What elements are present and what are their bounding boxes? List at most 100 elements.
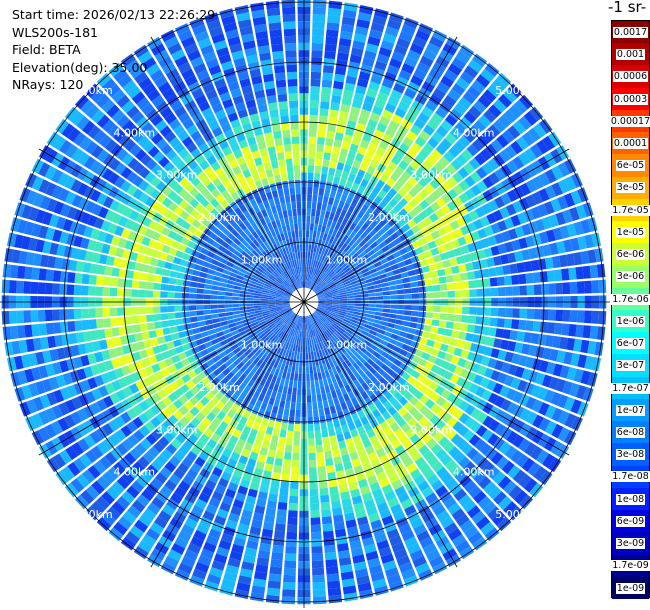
ray-gate	[248, 233, 256, 242]
ray-gate	[363, 361, 372, 370]
ray-gate	[413, 182, 424, 193]
ray-gate	[237, 19, 252, 29]
ray-gate	[352, 159, 362, 169]
ray-gate	[376, 53, 390, 65]
ray-gate	[305, 316, 307, 324]
ray-gate	[28, 207, 39, 222]
ray-gate	[475, 425, 488, 438]
ray-gate	[170, 492, 183, 505]
ray-gate	[331, 205, 338, 214]
ray-gate	[68, 333, 78, 345]
ray-gate	[211, 338, 220, 345]
ray-gate	[134, 360, 145, 371]
ray-gate	[83, 434, 96, 448]
ray-gate	[312, 194, 318, 202]
ray-gate	[322, 523, 334, 532]
ray-gate	[162, 87, 176, 100]
ray-gate	[179, 177, 190, 188]
ray-gate	[535, 218, 546, 232]
ray-gate	[161, 320, 170, 328]
ray-gate	[498, 475, 512, 490]
ray-gate	[215, 381, 225, 391]
ray-gate	[436, 510, 450, 523]
ray-gate	[204, 314, 212, 320]
ray-gate	[91, 445, 104, 459]
ray-gate	[312, 321, 317, 329]
ray-gate	[217, 335, 226, 342]
ray-gate	[397, 376, 407, 386]
ray-gate	[210, 432, 221, 443]
ray-gate	[236, 323, 244, 330]
ray-gate	[258, 278, 266, 284]
ray-gate	[225, 399, 235, 409]
ray-gate	[276, 293, 284, 297]
ray-gate	[384, 567, 399, 578]
ray-gate	[293, 215, 298, 224]
ray-gate	[239, 391, 248, 400]
ray-gate	[349, 373, 357, 382]
ray-gate	[477, 228, 487, 239]
ray-gate	[393, 273, 402, 280]
ray-gate	[500, 398, 512, 412]
ray-gate	[196, 305, 204, 310]
ray-gate	[225, 380, 234, 390]
ray-gate	[429, 36, 444, 49]
ray-gate	[521, 457, 535, 472]
ray-gate	[235, 461, 246, 472]
ray-gate	[202, 444, 214, 456]
ray-gate	[328, 326, 336, 334]
ray-gate	[423, 272, 432, 280]
ray-gate	[287, 287, 294, 293]
ray-gate	[315, 277, 321, 285]
ray-gate	[45, 227, 56, 241]
ray-gate	[214, 484, 227, 495]
ray-gate	[445, 321, 454, 329]
ray-gate	[332, 507, 343, 516]
ray-gate	[163, 161, 175, 173]
ray-gate	[452, 273, 461, 282]
ray-gate	[80, 379, 91, 392]
ray-gate	[279, 265, 286, 273]
ray-gate	[173, 195, 184, 205]
ray-gate	[286, 319, 292, 326]
ray-gate	[246, 306, 254, 310]
ray-gate	[305, 258, 308, 267]
ray-gate	[220, 533, 234, 544]
ray-gate	[428, 426, 440, 438]
ray-gate	[355, 338, 364, 346]
ray-gate	[108, 419, 120, 432]
ray-gate	[138, 77, 153, 90]
ray-gate	[344, 282, 352, 288]
ray-gate	[129, 447, 142, 460]
ray-gate	[332, 146, 341, 155]
ray-gate	[398, 208, 408, 218]
ray-gate	[174, 292, 182, 299]
ray-gate	[369, 393, 379, 403]
ray-gate	[114, 429, 127, 442]
ray-gate	[369, 435, 379, 445]
ray-gate	[238, 353, 247, 362]
ray-gate	[228, 512, 240, 523]
ray-gate	[101, 511, 116, 526]
ray-gate	[542, 244, 552, 257]
ray-gate	[276, 309, 284, 313]
ray-gate	[276, 307, 284, 311]
ray-gate	[120, 259, 129, 269]
ray-gate	[134, 149, 147, 161]
ray-gate	[280, 256, 286, 264]
ray-gate	[129, 251, 139, 261]
colorbar-segment: 0.0001	[612, 132, 649, 155]
ray-gate	[234, 378, 243, 388]
ray-gate	[322, 233, 328, 241]
ray-gate	[270, 229, 277, 237]
ray-gate	[59, 283, 68, 295]
ray-gate	[351, 182, 360, 192]
ray-gate	[386, 342, 395, 350]
ray-gate	[102, 307, 111, 317]
ray-gate	[235, 422, 245, 432]
ray-gate	[314, 238, 319, 246]
ray-gate	[80, 490, 95, 505]
ray-gate	[247, 216, 255, 225]
ray-gate	[203, 541, 217, 553]
